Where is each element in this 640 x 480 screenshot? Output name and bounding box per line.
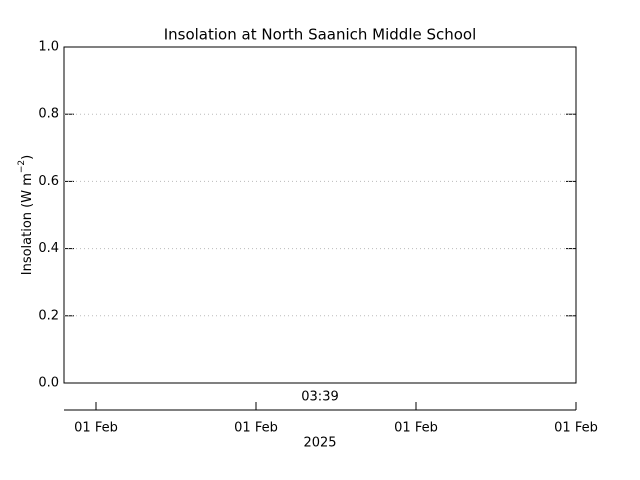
chart-title: Insolation at North Saanich Middle Schoo… [164, 26, 477, 44]
x-tick-label: 01 Feb [554, 421, 598, 436]
y-tick-label: 0.2 [38, 308, 59, 323]
plot-frame [63, 46, 577, 384]
x-tick-label: 01 Feb [74, 421, 118, 436]
y-tick-label: 0.8 [38, 107, 59, 122]
y-axis-label: Insolation (W m−2) [17, 155, 35, 276]
x-tick-label: 01 Feb [234, 421, 278, 436]
x-tick-label: 01 Feb [394, 421, 438, 436]
time-label: 03:39 [301, 390, 338, 405]
y-tick-label: 0.4 [38, 241, 59, 256]
y-tick-label: 0.0 [38, 376, 59, 391]
x-axis-label: 2025 [303, 436, 336, 451]
y-tick-label: 1.0 [38, 40, 59, 55]
y-tick-label: 0.6 [38, 174, 59, 189]
y-axis-label-sup: −2 [17, 160, 27, 173]
y-axis-label-close: ) [20, 155, 35, 160]
y-axis-label-text: Insolation (W m [20, 173, 35, 275]
